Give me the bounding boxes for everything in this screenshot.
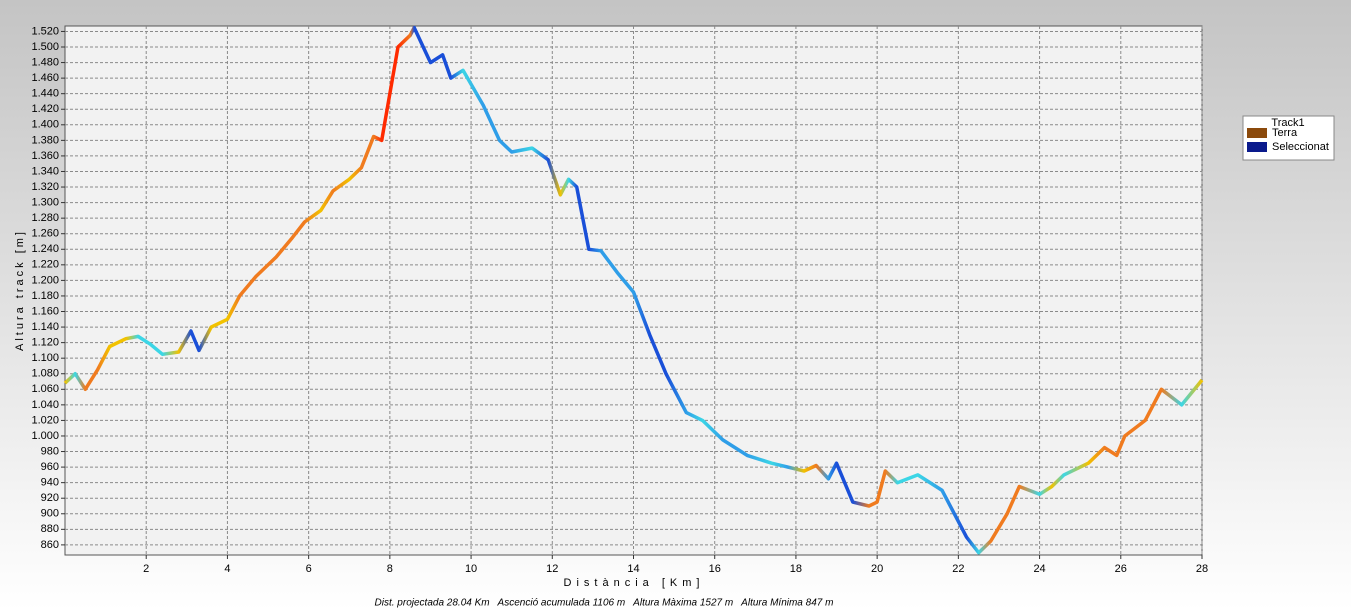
legend-label: Terra xyxy=(1272,127,1298,139)
y-tick-label: 1.500 xyxy=(31,41,59,53)
y-tick-label: 960 xyxy=(41,461,59,473)
y-tick-label: 1.180 xyxy=(31,290,59,302)
y-tick-label: 880 xyxy=(41,523,59,535)
x-tick-label: 6 xyxy=(306,563,312,575)
y-tick-label: 1.400 xyxy=(31,119,59,131)
x-tick-label: 16 xyxy=(709,563,721,575)
x-tick-label: 20 xyxy=(871,563,883,575)
y-tick-label: 1.520 xyxy=(31,25,59,37)
y-tick-label: 1.460 xyxy=(31,72,59,84)
y-tick-label: 1.060 xyxy=(31,383,59,395)
legend-swatch xyxy=(1247,142,1267,152)
y-tick-label: 860 xyxy=(41,539,59,551)
x-tick-label: 14 xyxy=(627,563,639,575)
y-tick-label: 1.200 xyxy=(31,274,59,286)
x-tick-label: 4 xyxy=(224,563,230,575)
y-tick-label: 980 xyxy=(41,445,59,457)
y-tick-label: 1.080 xyxy=(31,368,59,380)
x-tick-label: 24 xyxy=(1033,563,1045,575)
y-tick-label: 1.480 xyxy=(31,56,59,68)
y-tick-label: 940 xyxy=(41,477,59,489)
y-tick-label: 1.020 xyxy=(31,414,59,426)
y-tick-label: 1.420 xyxy=(31,103,59,115)
x-tick-label: 2 xyxy=(143,563,149,575)
y-tick-label: 1.000 xyxy=(31,430,59,442)
y-tick-label: 1.220 xyxy=(31,259,59,271)
y-tick-label: 1.320 xyxy=(31,181,59,193)
y-tick-label: 1.380 xyxy=(31,134,59,146)
x-tick-label: 22 xyxy=(952,563,964,575)
y-tick-label: 1.140 xyxy=(31,321,59,333)
track-line xyxy=(63,25,1204,555)
legend-label: Seleccionat xyxy=(1272,141,1329,153)
x-tick-label: 12 xyxy=(546,563,558,575)
legend: Track1 Terra Seleccionat xyxy=(1242,115,1335,161)
y-tick-label: 1.280 xyxy=(31,212,59,224)
y-tick-label: 1.100 xyxy=(31,352,59,364)
footer: Dist. projectada 28.04 Km Ascenció acumu… xyxy=(375,598,834,609)
x-axis-label: Distància [Km] xyxy=(564,577,705,589)
y-axis-label: Altura track [m] xyxy=(14,229,26,351)
x-tick-label: 18 xyxy=(790,563,802,575)
x-tick-label: 8 xyxy=(387,563,393,575)
legend-swatch xyxy=(1247,128,1267,138)
y-tick-label: 1.160 xyxy=(31,305,59,317)
y-tick-label: 1.120 xyxy=(31,337,59,349)
y-tick-label: 900 xyxy=(41,508,59,520)
y-tick-label: 1.340 xyxy=(31,165,59,177)
x-tick-label: 26 xyxy=(1115,563,1127,575)
y-tick-label: 1.440 xyxy=(31,88,59,100)
y-tick-label: 1.360 xyxy=(31,150,59,162)
legend-title: Track1 xyxy=(1271,117,1304,129)
y-tick-label: 1.300 xyxy=(31,196,59,208)
x-tick-label: 28 xyxy=(1196,563,1208,575)
y-tick-label: 920 xyxy=(41,492,59,504)
y-tick-label: 1.260 xyxy=(31,228,59,240)
x-tick-label: 10 xyxy=(465,563,477,575)
y-tick-label: 1.040 xyxy=(31,399,59,411)
y-tick-label: 1.240 xyxy=(31,243,59,255)
